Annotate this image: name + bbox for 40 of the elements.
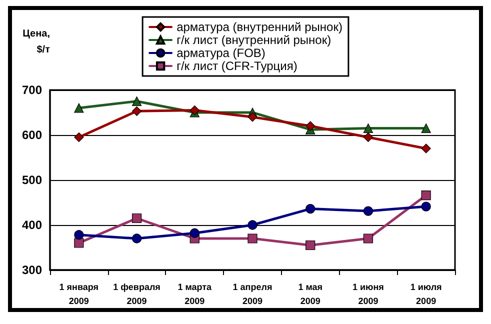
point [421, 123, 431, 134]
point [421, 202, 431, 212]
point [421, 144, 431, 154]
legend-label: арматура (внутренний рынок) [176, 20, 342, 34]
point [363, 132, 374, 142]
point [306, 240, 316, 250]
y-tick-label: 300 [22, 263, 42, 277]
x-tick-label: 1 февраля 2009 [113, 282, 160, 306]
point [74, 230, 84, 240]
point [248, 112, 258, 122]
point [132, 234, 142, 244]
x-tick-label: 1 мая 2009 [298, 282, 323, 306]
x-tick-label: 1 января 2009 [59, 282, 99, 306]
point [248, 220, 258, 230]
point [74, 132, 84, 142]
point [421, 190, 431, 200]
point [132, 106, 142, 116]
legend-label: г/к лист (CFR-Турция) [176, 59, 298, 73]
x-tick-label: 1 июня 2009 [352, 282, 384, 306]
y-axis-title: Цена, $/т [22, 28, 50, 56]
point [306, 121, 316, 131]
point [306, 204, 316, 214]
y-tick-label: 600 [22, 128, 42, 142]
legend-label: г/к лист (внутренний рынок) [176, 33, 332, 47]
point [363, 123, 374, 134]
legend-label: арматура (FOB) [176, 46, 266, 60]
x-tick-label: 1 июля 2009 [410, 282, 442, 306]
point [132, 96, 142, 106]
y-tick-label: 500 [22, 173, 42, 187]
point [363, 206, 374, 216]
y-tick-label: 700 [22, 83, 42, 97]
point [190, 228, 200, 238]
point [132, 213, 142, 224]
point [248, 234, 258, 244]
x-tick-label: 1 апреля 2009 [232, 282, 272, 306]
point [74, 103, 84, 113]
point [74, 238, 84, 248]
x-tick-label: 1 марта 2009 [178, 282, 213, 306]
y-tick-label: 400 [22, 218, 42, 232]
point [363, 234, 374, 244]
